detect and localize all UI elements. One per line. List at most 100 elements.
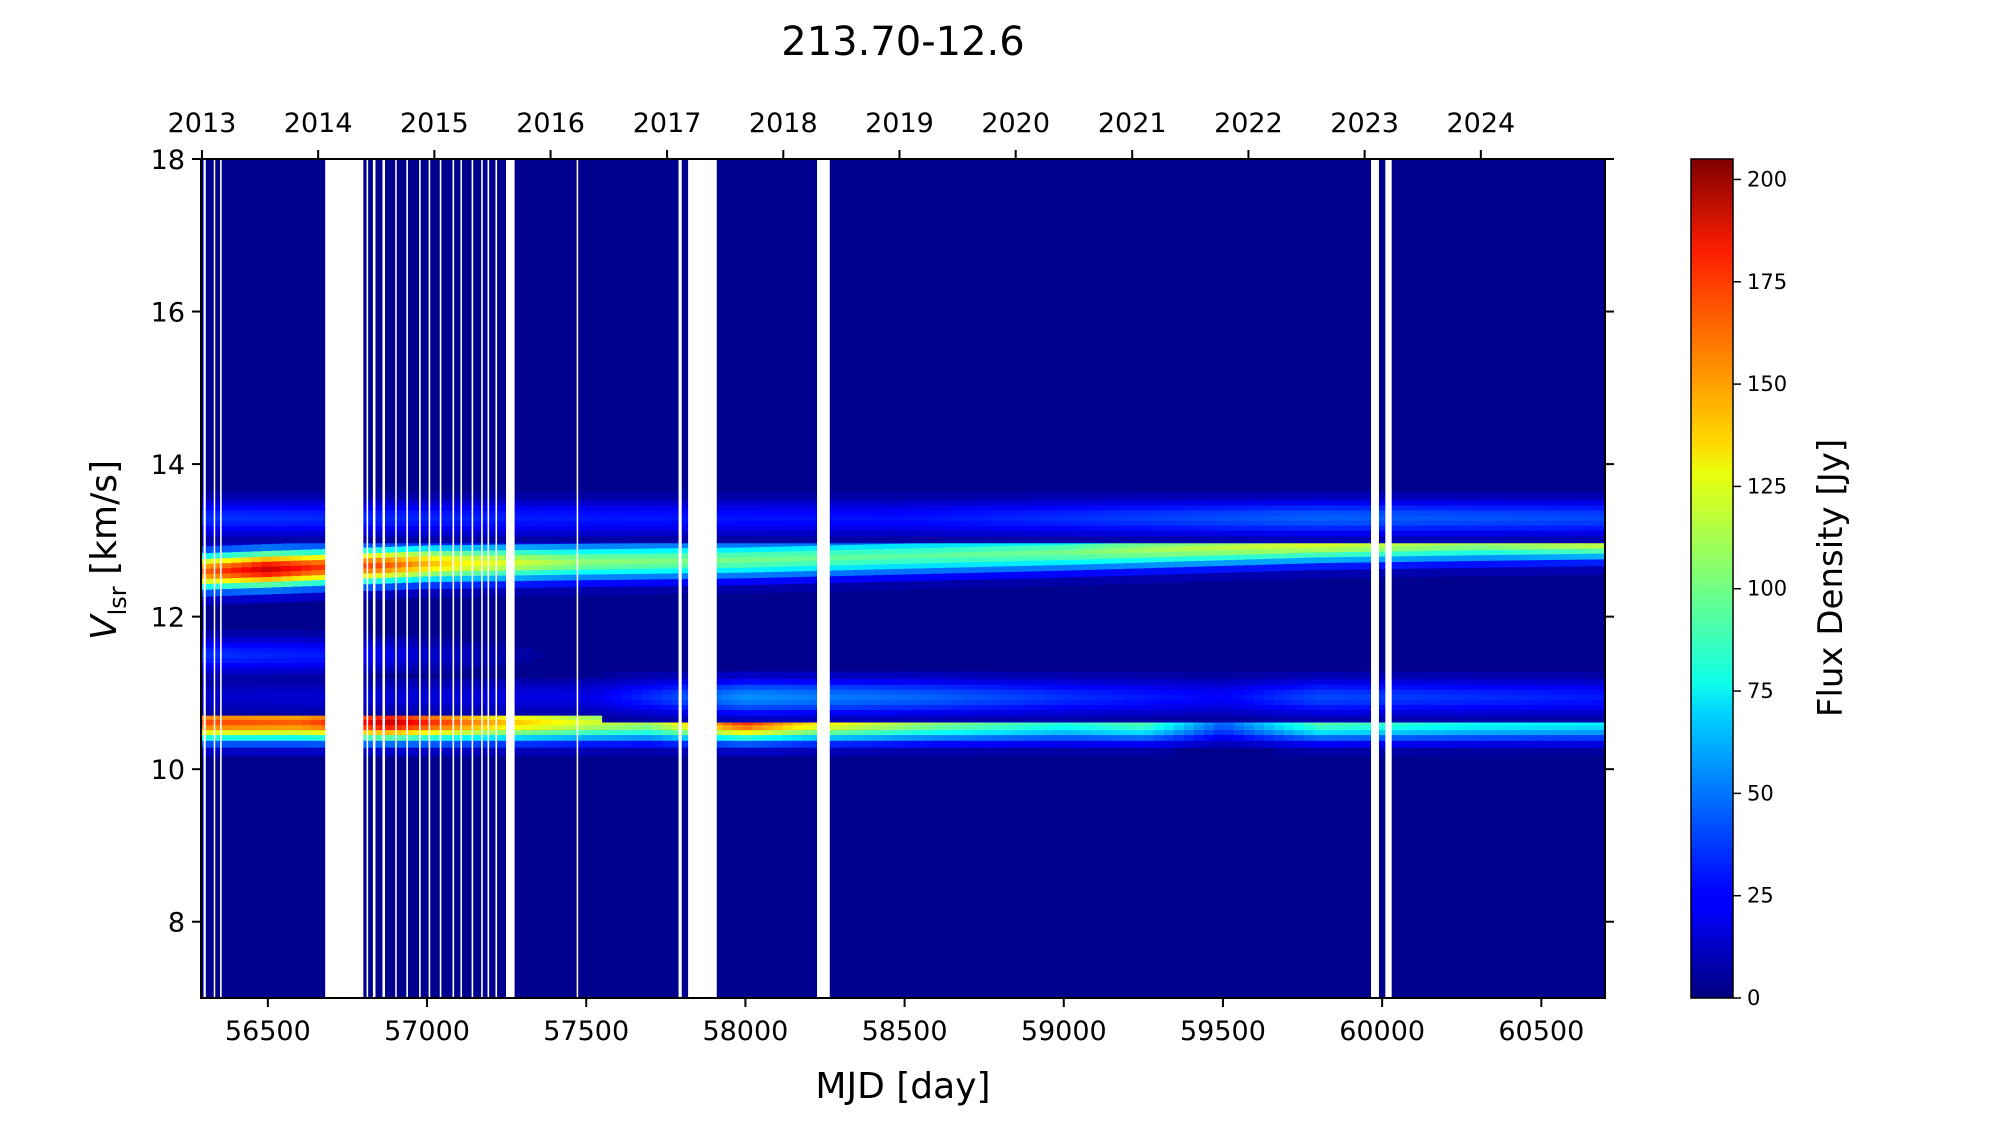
- heat-cell: [1153, 724, 1165, 731]
- heat-cell: [562, 729, 573, 736]
- heat-cell: [371, 590, 383, 600]
- heat-cell: [201, 530, 212, 537]
- heat-cell: [933, 552, 944, 559]
- heat-cell: [251, 747, 262, 757]
- heat-cell: [1143, 740, 1155, 748]
- heat-cell: [963, 729, 974, 736]
- heat-cell: [872, 553, 884, 560]
- heat-cell: [1554, 504, 1566, 511]
- heat-cell: [1534, 729, 1546, 736]
- heat-cell: [421, 530, 433, 537]
- heat-cell: [481, 570, 493, 576]
- heat-cell: [672, 709, 683, 716]
- heat-cell: [1584, 699, 1596, 705]
- heat-cell: [562, 564, 573, 570]
- heat-cell: [221, 747, 232, 757]
- heat-cell: [1254, 704, 1265, 710]
- heat-cell: [1484, 509, 1496, 516]
- heat-cell: [782, 509, 794, 516]
- heat-cell: [752, 747, 764, 757]
- heat-cell: [953, 514, 964, 521]
- heat-cell: [602, 734, 613, 741]
- heat-cell: [882, 747, 894, 757]
- heat-cell: [933, 740, 944, 748]
- heat-cell: [461, 704, 473, 710]
- heat-cell: [1284, 547, 1295, 554]
- heat-cell: [1414, 561, 1426, 569]
- heat-cell: [1093, 558, 1105, 564]
- heat-cell: [311, 579, 322, 586]
- heat-cell: [682, 585, 693, 595]
- heat-cell: [1494, 566, 1506, 576]
- heat-cell: [1163, 740, 1175, 748]
- heat-cell: [221, 514, 232, 521]
- heat-cell: [892, 724, 904, 731]
- heat-cell: [301, 575, 312, 581]
- heat-cell: [511, 549, 523, 556]
- heat-cell: [201, 499, 212, 506]
- heat-cell: [441, 694, 453, 700]
- heat-cell: [1103, 563, 1115, 570]
- heat-cell: [451, 747, 463, 757]
- heat-cell: [732, 525, 744, 531]
- heat-cell: [1063, 740, 1075, 748]
- heat-cell: [1374, 535, 1385, 544]
- heat-cell: [311, 492, 322, 500]
- heat-cell: [1153, 492, 1165, 500]
- heat-cell: [521, 492, 533, 500]
- heat-cell: [1153, 530, 1165, 537]
- heat-cell: [963, 694, 974, 700]
- heat-cell: [231, 557, 242, 563]
- heat-cell: [1364, 734, 1375, 741]
- heat-cell: [1213, 535, 1225, 544]
- heat-cell: [852, 492, 864, 500]
- heat-cell: [1223, 709, 1235, 716]
- heat-cell: [1524, 492, 1536, 500]
- heat-cell: [832, 492, 844, 500]
- heat-cell: [1434, 530, 1446, 537]
- heat-cell: [1504, 535, 1516, 544]
- heat-cell: [431, 740, 443, 748]
- heat-cell: [441, 550, 453, 556]
- heat-cell: [782, 694, 794, 700]
- heat-cell: [481, 504, 493, 511]
- heat-cell: [1073, 563, 1085, 571]
- heat-cell: [451, 740, 463, 748]
- heat-cell: [552, 709, 563, 716]
- heat-cell: [471, 575, 483, 582]
- heat-cell: [742, 514, 754, 521]
- heat-cell: [471, 570, 483, 576]
- heat-cell: [632, 563, 643, 569]
- heat-cell: [953, 579, 964, 589]
- heat-cell: [1314, 694, 1325, 700]
- heat-cell: [582, 525, 593, 531]
- heat-cell: [1173, 504, 1185, 511]
- heat-cell: [1254, 492, 1265, 500]
- heat-cell: [1123, 492, 1135, 500]
- heat-cell: [1344, 709, 1355, 716]
- heat-cell: [1534, 535, 1546, 544]
- heat-cell: [1243, 499, 1255, 506]
- heat-cell: [1354, 530, 1365, 537]
- heat-cell: [441, 704, 453, 710]
- heat-cell: [752, 499, 764, 506]
- heat-cell: [461, 530, 473, 537]
- heat-cell: [1574, 492, 1586, 500]
- heat-cell: [1233, 520, 1245, 526]
- heat-cell: [1163, 499, 1175, 506]
- heat-cell: [1294, 552, 1305, 558]
- heat-cell: [552, 499, 563, 506]
- heat-cell: [742, 734, 754, 741]
- heat-cell: [1514, 715, 1526, 723]
- heat-cell: [1073, 699, 1085, 705]
- heat-cell: [461, 714, 473, 720]
- heat-cell: [1013, 535, 1024, 544]
- heat-cell: [772, 551, 784, 557]
- heat-cell: [1464, 504, 1476, 511]
- heat-cell: [1454, 544, 1466, 551]
- heat-cell: [1464, 554, 1476, 562]
- heat-cell: [632, 699, 643, 705]
- heat-cell: [872, 581, 884, 591]
- heat-cell: [1264, 709, 1275, 716]
- heat-cell: [1233, 549, 1245, 555]
